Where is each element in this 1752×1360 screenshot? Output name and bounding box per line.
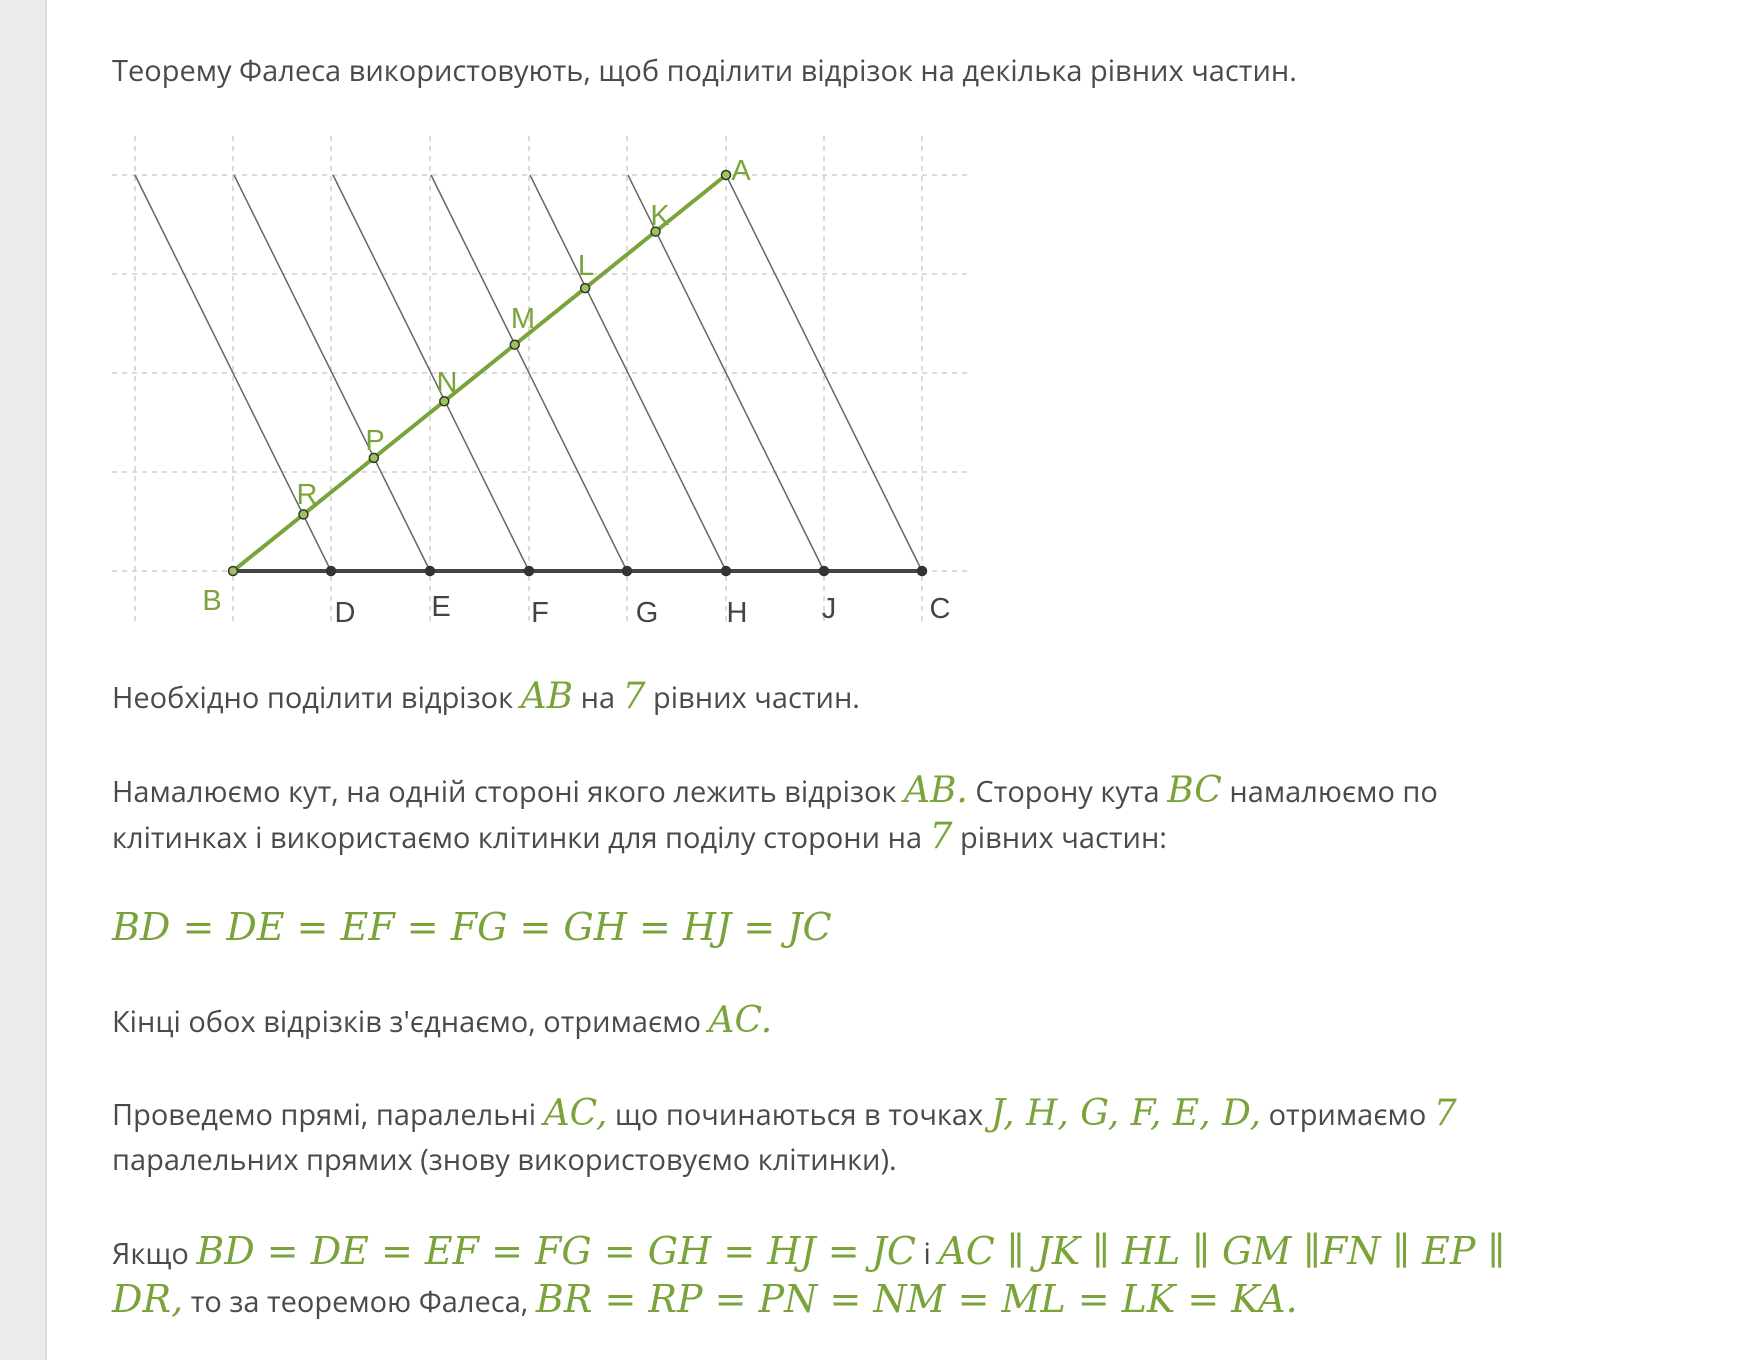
parallel-line [134, 174, 332, 572]
parallel-line [627, 174, 825, 572]
math-expression: BR = RP = PN = NM = ML = LK = KA. [535, 1277, 1298, 1321]
left-sidebar [0, 0, 47, 1360]
point-label-J: J [822, 593, 837, 625]
text-line: Намалюємо кут, на одній стороні якого ле… [112, 768, 1438, 815]
point-label-H: H [727, 597, 748, 629]
point [621, 565, 633, 577]
text-segment: Теорему Фалеса використовують, щоб поділ… [112, 51, 1297, 90]
point [818, 565, 830, 577]
math-expression: 7 [622, 676, 646, 717]
point [325, 565, 337, 577]
point [509, 339, 520, 350]
math-expression: BD = DE = EF = FG = GH = HJ = JC [112, 905, 832, 949]
text-segment: то за теоремою Фалеса, [183, 1282, 536, 1321]
text-line: DR, то за теоремою Фалеса, BR = RP = PN … [112, 1276, 1298, 1325]
point-label-F: F [531, 597, 549, 629]
text-segment: Намалюємо кут, на одній стороні якого ле… [112, 772, 904, 811]
text-line: BD = DE = EF = FG = GH = HJ = JC [112, 904, 832, 953]
math-expression: AB [520, 676, 574, 717]
math-expression: AC ∥ JK ∥ HL ∥ GM ∥FN ∥ EP ∥ [938, 1229, 1506, 1273]
point [720, 565, 732, 577]
point [227, 565, 239, 577]
point-label-P: P [365, 425, 384, 457]
segment-AB [231, 173, 728, 573]
math-expression: AC, [543, 1093, 608, 1134]
point [916, 565, 928, 577]
text-segment: Проведемо прямі, паралельні [112, 1095, 544, 1134]
point [298, 509, 309, 520]
math-expression: BD = DE = EF = FG = GH = HJ = JC [196, 1229, 916, 1273]
text-segment: і [915, 1234, 939, 1273]
parallel-line [332, 174, 530, 572]
thales-diagram: A K L M N P R B D E F G H J C [112, 136, 971, 629]
math-expression: DR, [112, 1277, 184, 1321]
point-label-L: L [578, 250, 594, 282]
point [523, 565, 535, 577]
math-expression: J, H, G, F, E, D, [990, 1093, 1262, 1134]
text-segment: рівних частин: [952, 818, 1167, 857]
point-label-E: E [431, 591, 450, 623]
math-expression: AC. [708, 1000, 773, 1041]
point-label-C: C [930, 593, 951, 625]
text-segment: Кінці обох відрізків з'єднаємо, отримаєм… [112, 1002, 709, 1041]
text-line: паралельних прямих (знову використовуємо… [112, 1137, 897, 1183]
text-segment: що починаються в точках [607, 1095, 991, 1134]
point [424, 565, 436, 577]
text-segment: отримаємо [1261, 1095, 1434, 1134]
point [439, 396, 450, 407]
point [720, 169, 732, 181]
text-segment: намалюємо по [1221, 772, 1438, 811]
text-line: Якщо BD = DE = EF = FG = GH = HJ = JC і … [112, 1228, 1505, 1277]
text-segment: паралельних прямих (знову використовуємо… [112, 1140, 897, 1179]
point [650, 226, 661, 237]
point-label-D: D [335, 597, 356, 629]
point-label-R: R [297, 479, 318, 511]
text-segment: на [573, 678, 623, 717]
parallel-line [233, 174, 431, 572]
parallel-line [430, 174, 628, 572]
math-expression: AB. [903, 770, 968, 811]
math-expression: 7 [929, 816, 953, 857]
point-label-A: A [731, 155, 751, 187]
parallel-line [725, 174, 923, 572]
text-segment: рівних частин. [645, 678, 860, 717]
point-label-G: G [636, 597, 659, 629]
point-label-M: M [511, 303, 535, 335]
text-segment: Сторону кута [967, 772, 1168, 811]
text-segment: клітинках і використаємо клітинки для по… [112, 818, 930, 857]
text-line: Кінці обох відрізків з'єднаємо, отримаєм… [112, 998, 772, 1045]
text-line: Необхідно поділити відрізок AB на 7 рівн… [112, 674, 860, 721]
math-expression: 7 [1433, 1093, 1457, 1134]
parallel-line [529, 174, 727, 572]
math-expression: BC [1167, 770, 1222, 811]
text-line: Проведемо прямі, паралельні AC, що почин… [112, 1091, 1457, 1138]
point-label-K: K [650, 200, 670, 232]
point-label-N: N [437, 367, 458, 399]
text-segment: Необхідно поділити відрізок [112, 678, 521, 717]
point [579, 282, 591, 294]
text-segment: Якщо [112, 1234, 197, 1273]
text-line: Теорему Фалеса використовують, щоб поділ… [112, 48, 1297, 94]
point [368, 452, 380, 464]
text-line: клітинках і використаємо клітинки для по… [112, 814, 1167, 861]
point-label-B: B [202, 585, 221, 617]
